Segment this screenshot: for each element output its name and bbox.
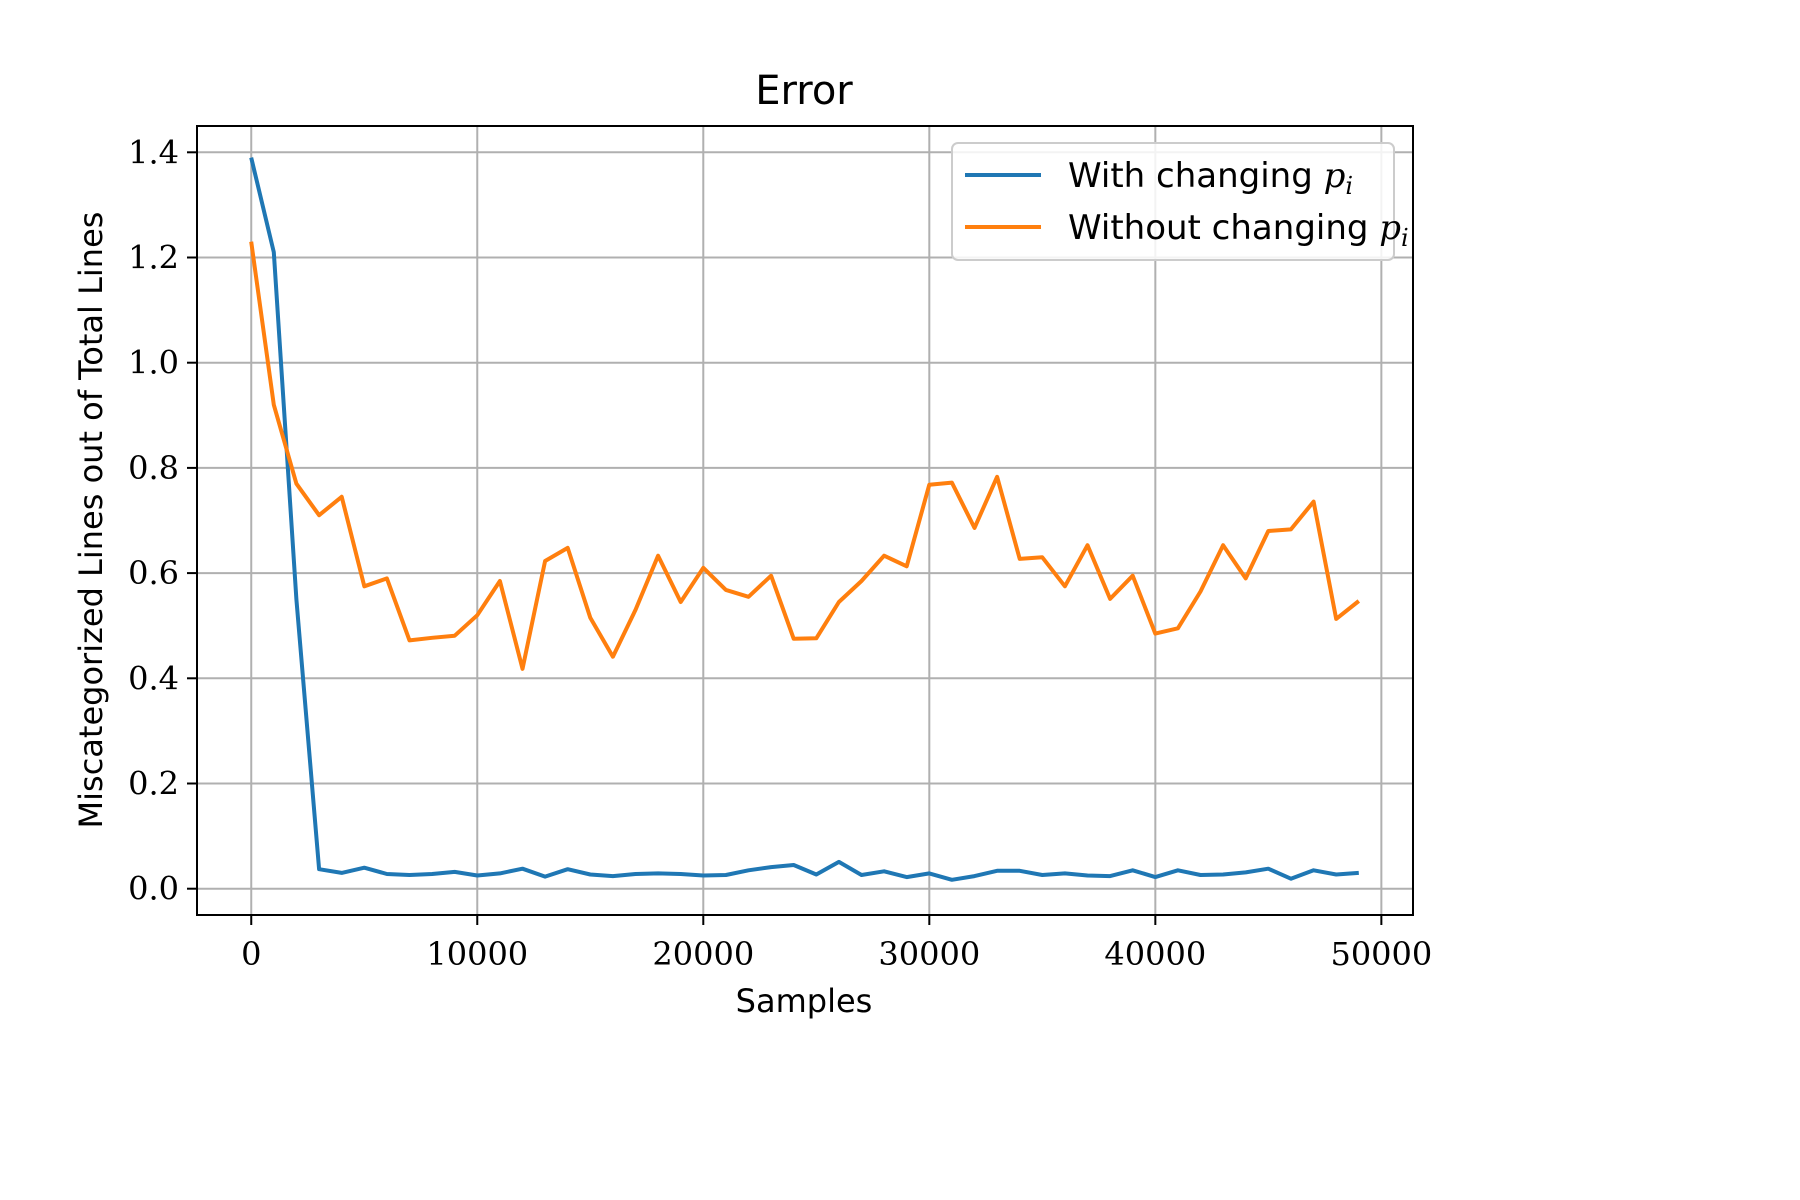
legend-label-text: With changing xyxy=(1068,156,1324,196)
legend-label-2: Without changing pi xyxy=(1068,208,1409,252)
x-tick-label: 40000 xyxy=(1104,935,1206,973)
grid xyxy=(197,126,1413,915)
legend-label-1: With changing pi xyxy=(1068,156,1353,200)
x-tick-label: 10000 xyxy=(426,935,528,973)
series-lines xyxy=(249,157,1361,882)
legend-label-subscript: i xyxy=(1345,172,1353,200)
legend-label-text: Without changing xyxy=(1068,208,1379,248)
legend-box xyxy=(951,142,1395,261)
series-line-2 xyxy=(249,241,1361,671)
ticks xyxy=(187,151,1383,925)
y-tick-label: 0.2 xyxy=(128,765,179,803)
x-tick-label: 50000 xyxy=(1330,935,1432,973)
y-tick-label: 0.0 xyxy=(128,870,179,908)
series-line-1 xyxy=(249,157,1359,882)
plot-frame xyxy=(196,125,1414,916)
x-axis-label: Samples xyxy=(736,982,873,1020)
legend-label-subscript: i xyxy=(1401,224,1409,252)
legend-label-math: p xyxy=(1324,156,1346,196)
y-tick-labels: 0.0 0.2 0.4 0.6 0.8 1.0 1.2 1.4 xyxy=(128,133,179,907)
y-tick-label: 1.2 xyxy=(128,239,179,277)
y-tick-label: 1.4 xyxy=(128,133,179,171)
legend-label-math: p xyxy=(1379,208,1401,248)
y-tick-label: 1.0 xyxy=(128,344,179,382)
chart-title: Error xyxy=(755,68,853,114)
y-tick-label: 0.4 xyxy=(128,659,179,697)
x-tick-labels: 0 10000 20000 30000 40000 50000 xyxy=(241,935,1432,973)
y-tick-label: 0.8 xyxy=(128,449,179,487)
x-tick-label: 20000 xyxy=(652,935,754,973)
x-tick-label: 30000 xyxy=(878,935,980,973)
y-tick-label: 0.6 xyxy=(128,554,179,592)
x-tick-label: 0 xyxy=(241,935,261,973)
y-axis-label: Miscategorized Lines out of Total Lines xyxy=(72,212,110,829)
